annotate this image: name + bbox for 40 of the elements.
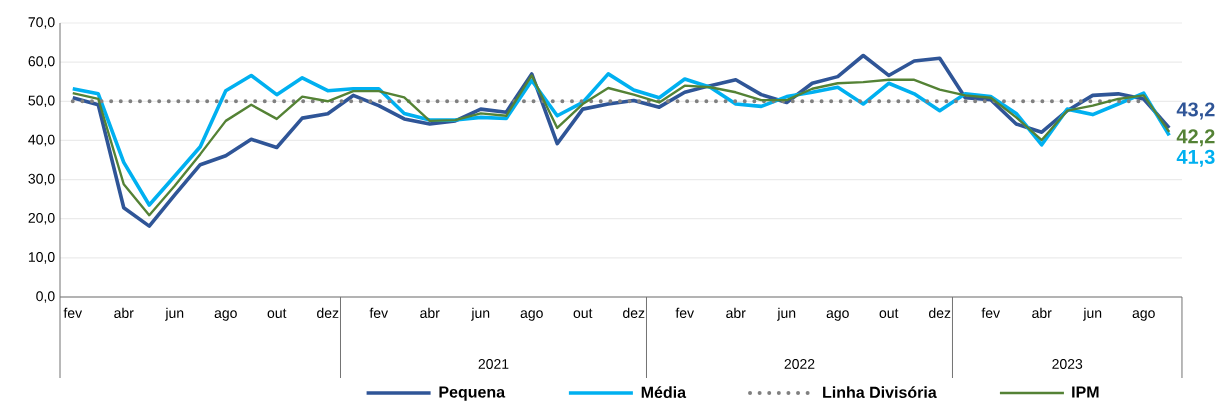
x-tick-label: fev <box>981 307 1001 319</box>
text: 2022 <box>784 359 815 369</box>
x-tick-label: ago <box>214 310 237 321</box>
x-tick-label: ago <box>520 310 543 321</box>
x-tick-label: out <box>879 308 899 319</box>
x-tick-label: fev <box>63 307 83 319</box>
legend-label: IPM <box>1072 386 1099 398</box>
x-tick-label: jun <box>165 307 184 321</box>
x-tick-label: ago <box>826 310 849 321</box>
data-label: 41,3 <box>1176 149 1215 167</box>
x-tick-label: dez <box>623 307 645 319</box>
x-tick-label: fev <box>675 307 695 319</box>
x-tick-label: abr <box>420 307 440 319</box>
legend-label: Pequena <box>439 386 506 401</box>
x-tick-label: out <box>267 308 287 319</box>
y-tick-label: 10,0 <box>28 252 55 264</box>
legend-label: Linha Divisória <box>823 386 937 399</box>
text: 2023 <box>1052 359 1083 369</box>
x-tick-label: ago <box>1132 310 1155 321</box>
y-tick-label: 40,0 <box>28 134 55 147</box>
x-tick-label: fev <box>369 307 389 319</box>
legend-label: Média <box>641 386 687 399</box>
x-tick-label: abr <box>114 307 134 319</box>
x-tick-label: jun <box>471 307 490 321</box>
x-tick-label: abr <box>726 307 746 319</box>
data-label: 42,2 <box>1176 129 1215 147</box>
text: 2021 <box>478 359 509 369</box>
data-label: 43,2 <box>1176 102 1215 120</box>
x-tick-label: jun <box>1083 307 1102 321</box>
x-tick-label: abr <box>1032 307 1052 319</box>
y-tick-label: 0,0 <box>36 291 55 303</box>
y-tick-label: 60,0 <box>28 56 55 68</box>
x-tick-label: out <box>573 308 593 319</box>
y-tick-label: 50,0 <box>28 95 55 108</box>
y-tick-label: 20,0 <box>28 212 55 225</box>
y-tick-label: 30,0 <box>28 173 55 186</box>
x-tick-label: dez <box>317 307 339 319</box>
x-tick-label: dez <box>929 307 951 319</box>
x-tick-label: jun <box>777 307 796 321</box>
y-tick-label: 70,0 <box>28 17 55 29</box>
